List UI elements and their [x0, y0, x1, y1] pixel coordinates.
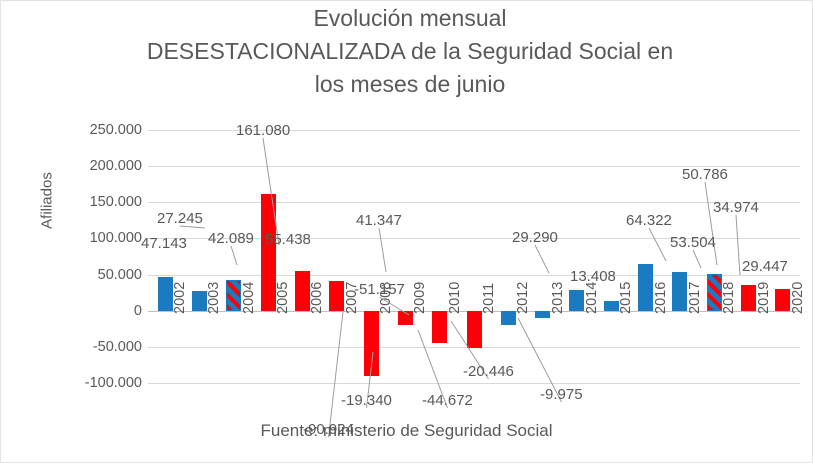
bar-2013[interactable]: [535, 310, 551, 318]
data-label-2010: -44.672: [422, 392, 473, 409]
gridline: [148, 383, 800, 384]
bar-2004[interactable]: [226, 280, 242, 311]
x-axis-tick-label-2017: 2017: [686, 281, 703, 314]
bar-2016[interactable]: [638, 264, 654, 311]
bar-2019[interactable]: [741, 285, 757, 311]
data-label-2020: 29.447: [742, 258, 788, 275]
x-axis-tick-label-2018: 2018: [721, 281, 738, 314]
x-axis-tick-label-2005: 2005: [275, 281, 292, 314]
x-axis-tick-label-2003: 2003: [206, 281, 223, 314]
data-label-2002: 47.143: [141, 235, 187, 252]
data-label-2006: 55.438: [265, 231, 311, 248]
gridline: [148, 274, 800, 276]
y-axis-tick-label: 200.000: [89, 158, 142, 175]
x-axis-tick-label-2004: 2004: [240, 281, 257, 314]
data-label-2019: 34.974: [713, 199, 759, 216]
bar-2015[interactable]: [603, 301, 619, 311]
y-axis-tick-label: 50.000: [97, 266, 142, 283]
y-axis-tick-label: 0: [133, 302, 142, 319]
chart-title: Evolución mensual DESESTACIONALIZADA de …: [146, 5, 674, 97]
bar-2006[interactable]: [294, 270, 310, 311]
data-label-2008: -90.924: [303, 421, 354, 438]
gridline: [148, 130, 800, 131]
data-label-2018: 50.786: [682, 166, 728, 183]
x-axis-tick-label-2014: 2014: [583, 281, 600, 314]
y-axis-tick-label: 100.000: [89, 230, 142, 247]
data-label-2015: 13.408: [570, 268, 616, 285]
x-axis-tick-label-2006: 2006: [309, 281, 326, 314]
data-label-2009: -19.340: [341, 392, 392, 409]
x-axis-tick-label-2012: 2012: [515, 281, 532, 314]
x-axis-tick-label-2010: 2010: [446, 281, 463, 314]
x-axis-tick-label-2015: 2015: [618, 281, 635, 314]
x-axis-tick-label-2013: 2013: [549, 281, 566, 314]
data-label-2011: -51.157: [354, 281, 405, 298]
x-axis-tick-label-2016: 2016: [652, 281, 669, 314]
data-label-2017: 53.504: [670, 234, 716, 251]
bar-2002[interactable]: [157, 276, 173, 311]
bar-2007[interactable]: [329, 280, 345, 311]
y-axis-tick-label: -100.000: [84, 375, 142, 391]
data-label-2016: 64.322: [626, 212, 672, 229]
source-note: Fuente: ministerio de Seguridad Social: [260, 421, 553, 440]
data-label-2013: -9.975: [540, 386, 583, 403]
bar-2005[interactable]: [260, 194, 276, 311]
data-label-2012: -20.446: [463, 363, 514, 380]
bar-2020[interactable]: [775, 289, 791, 311]
y-axis-tick-label: -50.000: [92, 338, 142, 355]
bar-2018[interactable]: [706, 274, 722, 311]
bar-2014[interactable]: [569, 289, 585, 311]
gridline: [148, 202, 800, 204]
data-label-2005: 161.080: [236, 122, 291, 139]
y-axis-tick-label: 150.000: [89, 194, 142, 211]
data-label-2007: 41.347: [356, 212, 402, 229]
data-label-2004: 42.089: [208, 230, 254, 247]
data-label-2003: 27.245: [157, 210, 203, 227]
gridline: [148, 166, 800, 168]
data-label-2014: 29.290: [512, 229, 558, 246]
y-axis-tick-labels: 250.000 200.000 150.000 100.000 50.000 0 -50.0…: [52, 122, 142, 391]
bar-2003[interactable]: [191, 291, 207, 311]
bar-2012[interactable]: [500, 310, 516, 326]
x-axis-tick-label-2009: 2009: [412, 281, 429, 314]
y-axis-tick-label: 250.000: [89, 122, 142, 138]
bar-2017[interactable]: [672, 272, 688, 311]
x-axis-tick-label-2011: 2011: [481, 282, 497, 314]
x-axis-tick-label-2020: 2020: [789, 281, 806, 314]
x-axis-tick-label-2002: 2002: [172, 281, 189, 314]
gridline: [148, 238, 800, 240]
